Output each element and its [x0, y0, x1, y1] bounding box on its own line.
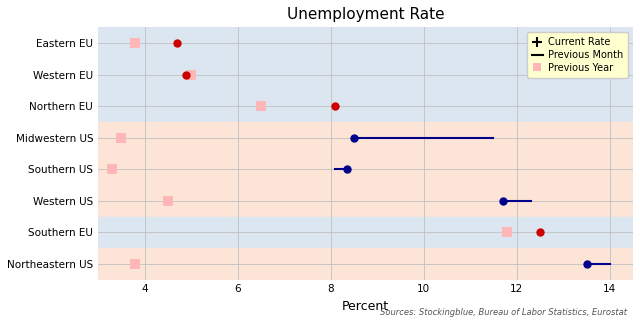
Bar	[98, 59, 633, 90]
Title: Unemployment Rate: Unemployment Rate	[287, 7, 444, 22]
Bar	[98, 185, 633, 217]
Bar	[98, 90, 633, 122]
Bar	[98, 122, 633, 154]
Bar	[98, 248, 633, 280]
X-axis label: Percent: Percent	[342, 300, 389, 313]
Bar	[98, 154, 633, 185]
Bar	[98, 217, 633, 248]
Bar	[98, 27, 633, 59]
Legend: Current Rate, Previous Month, Previous Year: Current Rate, Previous Month, Previous Y…	[527, 32, 628, 78]
Text: Sources: Stockingblue, Bureau of Labor Statistics, Eurostat: Sources: Stockingblue, Bureau of Labor S…	[380, 308, 627, 317]
